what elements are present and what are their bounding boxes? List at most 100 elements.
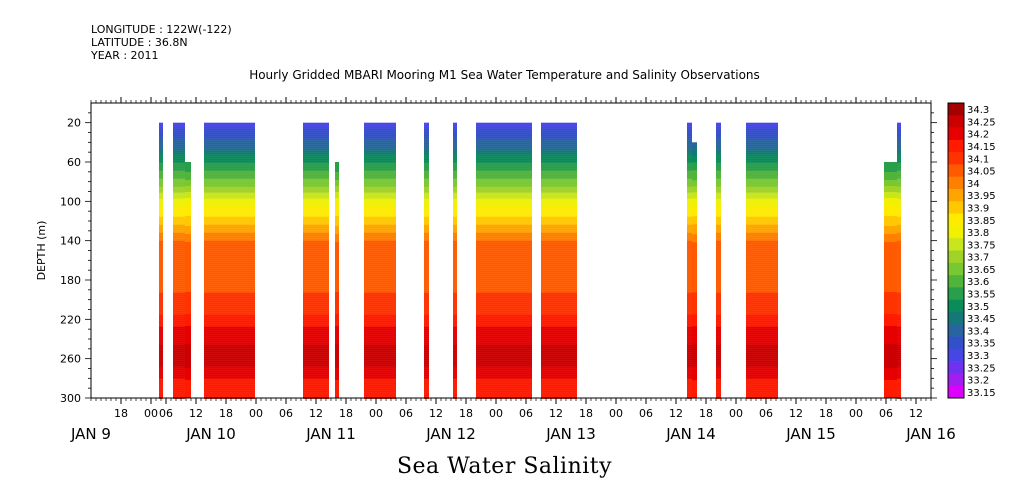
x-tick-label: 06 bbox=[519, 407, 533, 420]
x-day-label: JAN 12 bbox=[425, 425, 476, 443]
colorbar-label: 33.7 bbox=[967, 253, 989, 264]
colorbar-swatch bbox=[948, 213, 964, 227]
x-tick-label: 18 bbox=[339, 407, 353, 420]
axes: 18 00 06 12 18 00 06 12 18 00 06 12 18 00 06 12 18 00 06 12… bbox=[35, 97, 956, 443]
colorbar-swatch bbox=[948, 250, 964, 264]
x-day-label: JAN 9 bbox=[70, 425, 111, 443]
colorbar-swatch bbox=[948, 275, 964, 288]
x-tick-label: 06 bbox=[399, 407, 413, 420]
colorbar-frame bbox=[947, 102, 965, 399]
colorbar-swatch bbox=[948, 336, 964, 350]
data-segment bbox=[424, 122, 429, 399]
x-tick-label: 06 bbox=[639, 407, 653, 420]
x-day-label: JAN 15 bbox=[785, 425, 836, 443]
colorbar-swatch bbox=[948, 373, 964, 387]
colorbar-swatch bbox=[948, 262, 964, 276]
y-tick-label: 260 bbox=[60, 353, 81, 366]
colorbar-label: 34.25 bbox=[967, 117, 996, 128]
y-axis-label: DEPTH (m) bbox=[35, 221, 48, 281]
data-segment bbox=[746, 122, 778, 399]
colorbar-label: 33.8 bbox=[967, 228, 989, 239]
x-tick-label: 18 bbox=[459, 407, 473, 420]
x-tick-label: 18 bbox=[579, 407, 593, 420]
x-tick-label: 18 bbox=[819, 407, 833, 420]
colorbar-swatch bbox=[948, 238, 964, 251]
x-tick-label: 12 bbox=[189, 407, 203, 420]
y-tick-label: 140 bbox=[60, 235, 81, 248]
colorbar-swatch bbox=[948, 103, 964, 116]
x-tick-label: 18 bbox=[699, 407, 713, 420]
y-tick-label: 20 bbox=[67, 117, 81, 130]
x-tick-label: 12 bbox=[429, 407, 443, 420]
x-tick-label: 12 bbox=[909, 407, 923, 420]
data-segment bbox=[716, 122, 721, 399]
colorbar-swatch bbox=[948, 152, 964, 165]
x-tick-label: 06 bbox=[879, 407, 893, 420]
x-tick-label: 00 bbox=[729, 407, 743, 420]
x-day-label: JAN 13 bbox=[545, 425, 596, 443]
colorbar-swatch bbox=[948, 127, 964, 141]
colorbar-swatch bbox=[948, 348, 964, 362]
colorbar-swatch bbox=[948, 324, 964, 337]
x-day-label: JAN 10 bbox=[185, 425, 236, 443]
colorbar-label: 33.3 bbox=[967, 351, 989, 362]
colorbar-label: 33.15 bbox=[967, 388, 996, 399]
x-tick-label: 00 bbox=[849, 407, 863, 420]
y-tick-label: 60 bbox=[67, 156, 81, 169]
colorbar-swatch bbox=[948, 201, 964, 214]
data-segment bbox=[335, 162, 339, 399]
colorbar-label: 34.1 bbox=[967, 154, 989, 165]
colorbar-swatch bbox=[948, 361, 964, 374]
colorbar-label: 33.2 bbox=[967, 376, 989, 387]
colorbar-label: 33.4 bbox=[967, 326, 989, 337]
data-segment bbox=[173, 122, 191, 399]
colorbar-label: 34.3 bbox=[967, 105, 989, 116]
colorbar-swatch bbox=[948, 164, 964, 178]
colorbar-swatch bbox=[948, 225, 964, 239]
y-tick-label: 100 bbox=[60, 195, 81, 208]
colorbar-label: 33.9 bbox=[967, 204, 989, 215]
bottom-title: Sea Water Salinity bbox=[396, 454, 613, 479]
latitude-label: LATITUDE : 36.8N bbox=[91, 36, 188, 49]
x-tick-label: 00 bbox=[369, 407, 383, 420]
data-segment bbox=[303, 122, 329, 399]
colorbar-label: 33.45 bbox=[967, 314, 996, 325]
x-tick-label: 12 bbox=[789, 407, 803, 420]
salinity-field bbox=[159, 122, 901, 399]
data-segment bbox=[884, 122, 901, 399]
x-day-label: JAN 14 bbox=[665, 425, 716, 443]
colorbar-label: 34 bbox=[967, 179, 980, 190]
y-tick-label: 300 bbox=[60, 392, 81, 405]
colorbar-label: 33.6 bbox=[967, 277, 989, 288]
colorbar: 34.334.2534.234.1534.134.053433.9533.933… bbox=[947, 102, 996, 399]
data-segment bbox=[204, 122, 255, 399]
colorbar-swatch bbox=[948, 385, 964, 399]
colorbar-label: 34.05 bbox=[967, 167, 996, 178]
colorbar-swatch bbox=[948, 287, 964, 300]
colorbar-label: 33.75 bbox=[967, 240, 996, 251]
data-segment bbox=[159, 122, 163, 399]
colorbar-label: 33.85 bbox=[967, 216, 996, 227]
x-tick-label: 12 bbox=[669, 407, 683, 420]
x-tick-label: 00 bbox=[249, 407, 263, 420]
x-tick-label: 12 bbox=[549, 407, 563, 420]
colorbar-label: 34.15 bbox=[967, 142, 996, 153]
colorbar-swatch bbox=[948, 189, 964, 202]
x-tick-label: 06 bbox=[159, 407, 173, 420]
x-tick-label: 00 bbox=[144, 407, 158, 420]
colorbar-swatch bbox=[948, 176, 964, 190]
colorbar-label: 33.55 bbox=[967, 290, 996, 301]
colorbar-label: 33.35 bbox=[967, 339, 996, 350]
colorbar-label: 34.2 bbox=[967, 130, 989, 141]
x-tick-label: 12 bbox=[309, 407, 323, 420]
x-tick-label: 06 bbox=[759, 407, 773, 420]
y-tick-label: 180 bbox=[60, 274, 81, 287]
colorbar-label: 33.95 bbox=[967, 191, 996, 202]
y-tick-label: 220 bbox=[60, 313, 81, 326]
x-day-label: JAN 16 bbox=[905, 425, 956, 443]
colorbar-swatch bbox=[948, 139, 964, 153]
x-day-label: JAN 11 bbox=[305, 425, 356, 443]
colorbar-label: 33.65 bbox=[967, 265, 996, 276]
data-segment bbox=[364, 122, 396, 399]
